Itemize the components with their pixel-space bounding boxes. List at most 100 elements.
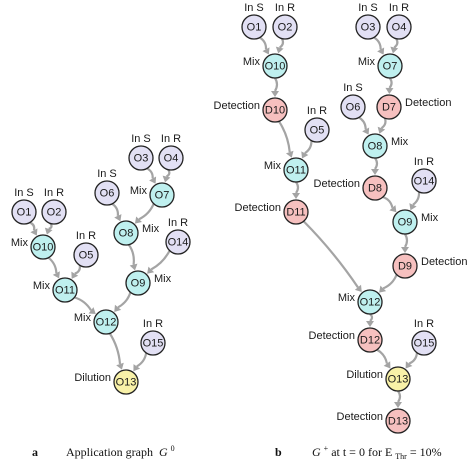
node-annotation: In S	[358, 2, 378, 14]
panel-a-node-o8: O8 Mix	[113, 220, 160, 246]
panel-a-node-o3: O3 In S	[128, 133, 154, 171]
node-annotation: Mix	[142, 223, 160, 235]
panel-b-edge-O8-D8	[374, 157, 379, 170]
node-annotation: In S	[343, 82, 363, 94]
operation-node-circle	[357, 289, 383, 315]
panel-b-edge-O10-D10	[274, 77, 279, 92]
node-annotation: Detection	[214, 100, 260, 112]
panel-b-arrowhead-O2-O10	[275, 46, 284, 54]
panel-b-arrowhead-O13-D13	[394, 402, 402, 408]
node-label: O8	[119, 228, 134, 240]
input-node-circle	[11, 199, 37, 225]
panel-a-arrowhead-O6-O8	[114, 214, 122, 222]
node-label: O2	[47, 207, 62, 219]
node-annotation: Mix	[33, 280, 51, 292]
panel-b-edge-D12-O13	[376, 348, 389, 364]
dilution-node-circle	[113, 369, 139, 395]
detection-node-circle	[357, 327, 383, 353]
node-label: O13	[116, 377, 137, 389]
node-label: O9	[131, 278, 146, 290]
panel-b-caption-subscript: Thr	[395, 452, 407, 461]
input-node-circle	[411, 168, 437, 194]
node-annotation: Mix	[338, 292, 356, 304]
panel-b-edge-O9-D9	[404, 233, 409, 248]
node-label: O10	[33, 242, 54, 254]
panel-b-arrowhead-O3-O7	[377, 47, 385, 55]
node-label: O6	[346, 102, 361, 114]
input-node-circle	[272, 14, 298, 40]
panel-b-edge-O3-O7	[373, 36, 382, 50]
input-node-circle	[386, 14, 412, 40]
panel-b-arrowhead-D9-O12	[379, 285, 387, 293]
panel-b-edge-D11-O12	[302, 220, 359, 288]
panel-b-arrowhead-D11-O12	[354, 284, 362, 292]
panel-b-edge-O4-O7	[393, 38, 399, 49]
node-annotation: Detection	[314, 178, 360, 190]
panel-b-arrowhead-D7-O8	[377, 126, 386, 134]
node-label: O5	[310, 125, 325, 137]
panel-a-node-o15: O15 In R	[140, 318, 166, 356]
panel-b-edge-O5-O11	[304, 140, 313, 155]
panel-b-edge-O2-O10	[279, 38, 285, 49]
panel-b-node-o14: O14 In R	[411, 156, 437, 194]
panel-a-arrowhead-O8-O9	[129, 263, 138, 271]
operation-node-circle	[377, 53, 403, 79]
detection-node-circle	[385, 408, 411, 434]
panel-a-node-o10: O10 Mix	[11, 234, 56, 260]
panel-b-node-o9: O9 Mix	[392, 209, 439, 235]
input-node-circle	[340, 94, 366, 120]
node-annotation: In R	[275, 2, 295, 14]
node-label: O15	[143, 338, 164, 350]
panel-b-edge-O7-D7	[388, 77, 393, 89]
node-annotation: In R	[161, 133, 181, 145]
panel-a-arrowhead-O7-O8	[134, 216, 142, 224]
node-annotation: Mix	[74, 312, 92, 324]
node-annotation: In R	[76, 230, 96, 242]
detection-node-circle	[262, 97, 288, 123]
detection-node-circle	[392, 253, 418, 279]
input-node-circle	[304, 117, 330, 143]
panel-b-arrowhead-O1-O10	[262, 47, 270, 55]
panel-b-edge-D9-O12	[382, 274, 398, 290]
panel-a-node-o12: O12 Mix	[74, 309, 119, 335]
panel-b-arrowhead-O6-O8	[362, 127, 370, 135]
panel-a-edge-O4-O7	[165, 169, 171, 178]
panel-b-arrowhead-O7-D7	[385, 87, 394, 95]
node-label: D9	[398, 261, 412, 273]
panel-a-arrowhead-O10-O11	[52, 271, 60, 279]
panel-b-edge-D7-O8	[380, 117, 387, 130]
panel-a-arrowhead-O11-O12	[88, 307, 96, 315]
node-annotation: In R	[307, 105, 327, 117]
panel-b-node-o3: O3 In S	[355, 2, 381, 40]
node-annotation: Mix	[421, 212, 439, 224]
node-annotation: Detection	[405, 97, 451, 109]
node-label: O11	[55, 285, 75, 297]
operation-node-circle	[113, 220, 139, 246]
panel-b-caption-end: = 10%	[410, 445, 442, 459]
panel-b-arrowhead-O8-D8	[371, 169, 379, 175]
detection-node-circle	[376, 94, 402, 120]
panel-a-node-o7: O7 Mix	[130, 182, 175, 208]
node-label: O9	[398, 217, 413, 229]
node-label: O10	[265, 61, 286, 73]
panel-b-node-o5: O5 In R	[304, 105, 330, 143]
operation-node-circle	[392, 209, 418, 235]
panel-b-edge-D10-O11	[278, 120, 291, 153]
node-annotation: In S	[244, 2, 264, 14]
panel-b-edge-O14-O9	[412, 191, 421, 206]
panel-a-edge-O1-O10	[29, 221, 36, 231]
node-label: O7	[383, 61, 398, 73]
panel-a-arrowhead-O14-O9	[147, 266, 155, 274]
panel-b-caption: G + at t = 0 for E Thr = 10%	[312, 440, 442, 462]
panel-b-arrowhead-D12-O13	[383, 361, 391, 369]
panel-a-node-o4: O4 In R	[158, 133, 184, 171]
input-node-circle	[241, 14, 267, 40]
panel-b-node-o1: O1 In S	[241, 2, 267, 40]
detection-node-circle	[283, 199, 309, 225]
node-label: O6	[100, 188, 115, 200]
node-annotation: In S	[14, 187, 34, 199]
panel-b-node-d12: D12 Detection	[309, 327, 383, 353]
panel-b-letter: b	[275, 445, 282, 459]
panel-b-node-o11: O11 Mix	[264, 157, 309, 183]
